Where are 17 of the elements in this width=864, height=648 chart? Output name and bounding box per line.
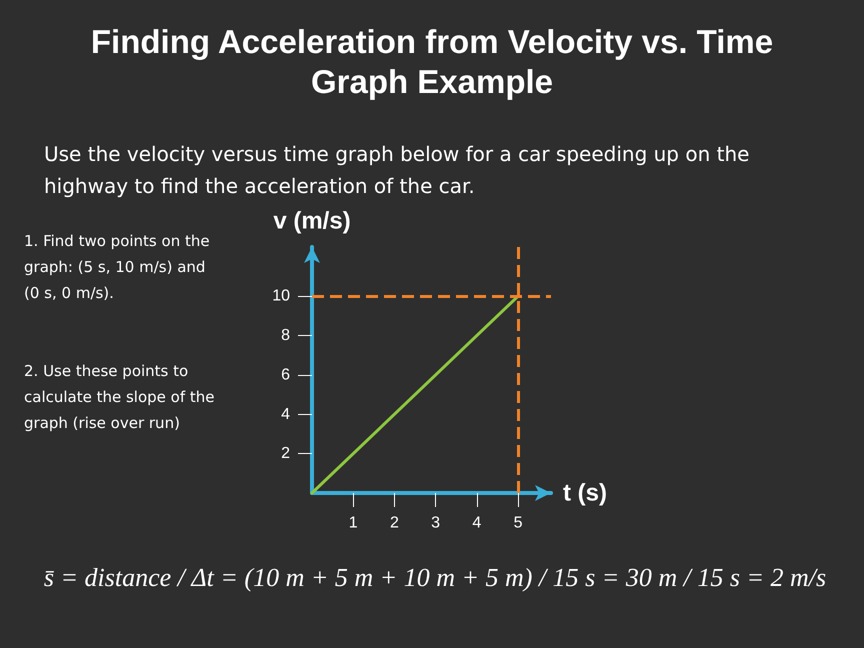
x-tick-label: 2	[390, 514, 399, 532]
chart-title: Finding Acceleration from Velocity vs. Time Graph Example	[90, 22, 774, 102]
y-tick-label: 6	[281, 366, 290, 384]
x-tick-label: 1	[348, 514, 358, 532]
x-tick-label: 4	[472, 514, 482, 532]
x-tick-label: 5	[514, 514, 523, 532]
y-tick-label: 10	[272, 288, 290, 305]
text: s̄ = distance / Δt = (10 m + 5 m + 10 m + 5 m) / 15 s = 30 m / 15 s = 2 m/s	[42, 563, 828, 592]
y-tick-label: 8	[281, 327, 290, 344]
chart-subtitle: Use the velocity versus time graph below for a car speeding up on the highway to find the acceleration of the car.	[44, 141, 750, 200]
y-axis-title: v (m/s)	[273, 208, 351, 234]
x-axis-title: t (s)	[563, 480, 607, 506]
text: 2. Use these points to calculate the slope of the graph (rise over run)	[24, 361, 216, 434]
text: 1. Find two points on the graph: (5 s, 10 m/s) and (0 s, 0 m/s).	[24, 231, 211, 304]
y-tick-label: 4	[281, 406, 290, 423]
y-tick-label: 2	[281, 445, 290, 462]
x-tick-label: 3	[431, 514, 440, 532]
